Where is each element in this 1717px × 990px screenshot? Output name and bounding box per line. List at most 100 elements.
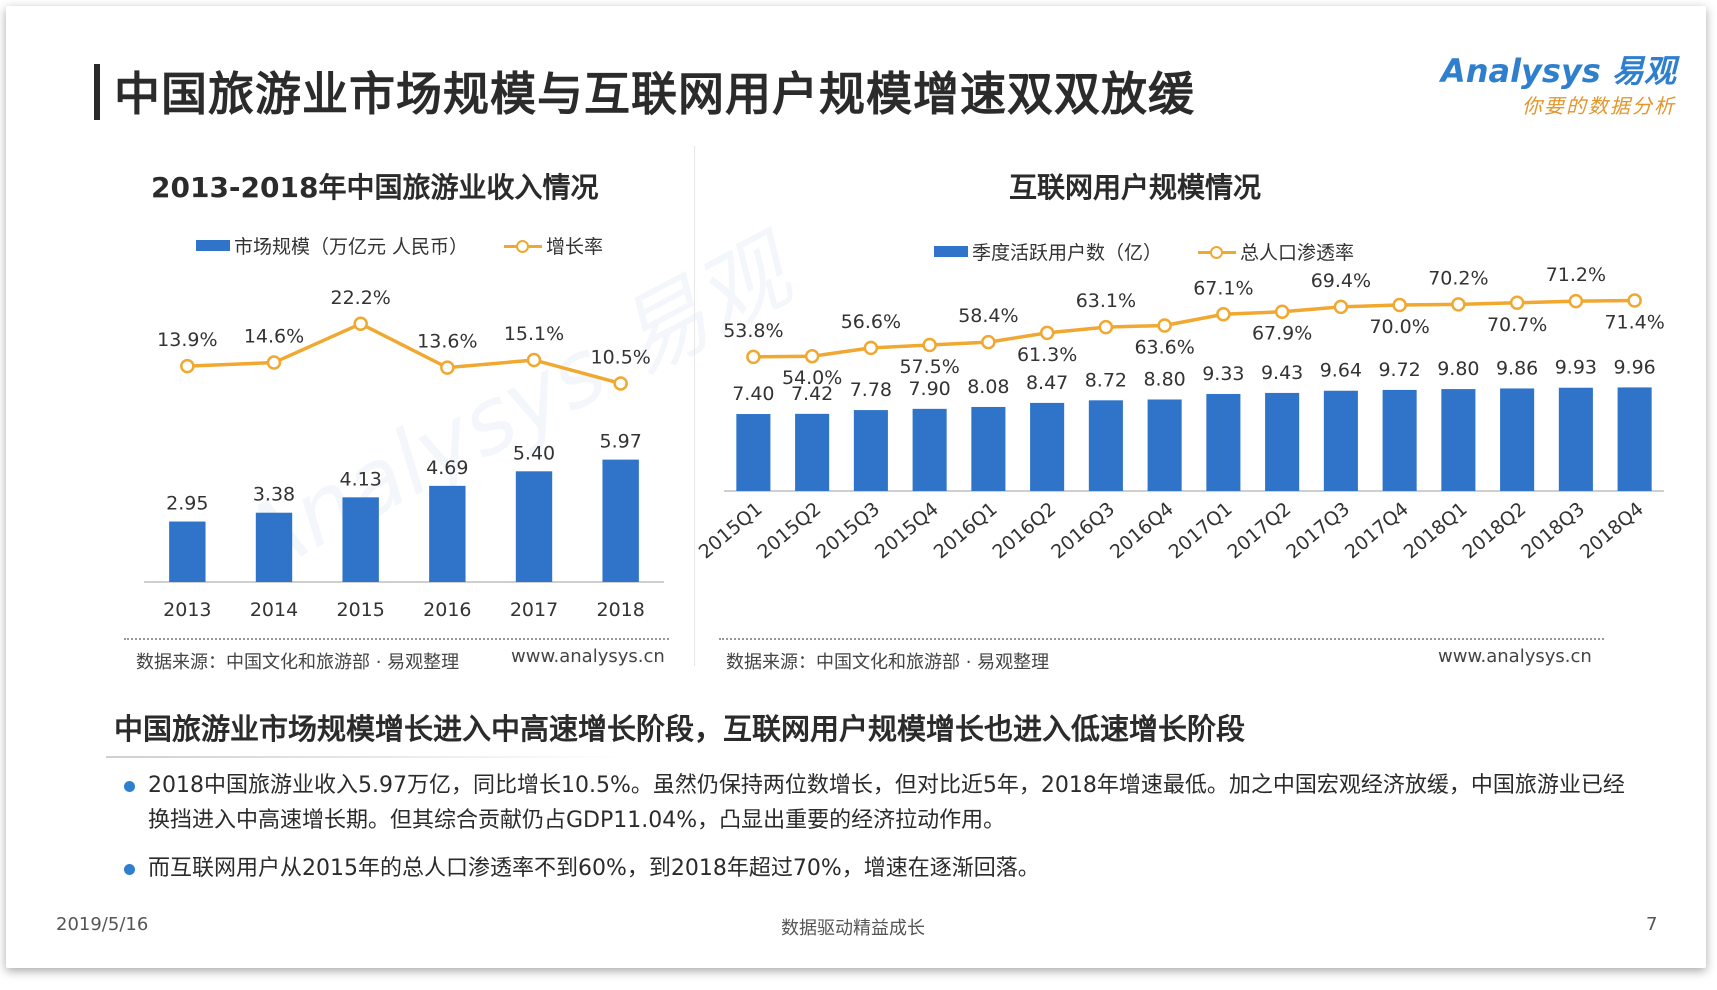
right-source-divider	[719, 638, 1604, 640]
summary-rule	[106, 756, 626, 758]
bar-value-label: 5.40	[513, 442, 555, 464]
bar-value-label: 9.96	[1613, 356, 1655, 378]
line-value-label: 63.1%	[1076, 290, 1136, 312]
bar	[1558, 387, 1593, 491]
right-site-link[interactable]: www.analysys.cn	[1438, 646, 1592, 667]
bar-value-label: 9.64	[1320, 360, 1362, 382]
slide: Analysys 易观 中国旅游业市场规模与互联网用户规模增速双双放缓 Anal…	[6, 6, 1706, 968]
line-value-label: 70.2%	[1428, 267, 1488, 289]
line-value-label: 53.8%	[723, 320, 783, 342]
bar-value-label: 7.78	[850, 379, 892, 401]
legend-bar-swatch	[934, 246, 968, 257]
line-point	[1568, 293, 1584, 309]
line-point	[266, 355, 282, 370]
chart-separator	[694, 146, 695, 666]
line-value-label: 67.9%	[1252, 323, 1312, 345]
bar-value-label: 2.95	[166, 493, 208, 515]
bar-value-label: 5.97	[600, 431, 642, 453]
bullet-dot-icon	[124, 864, 135, 875]
legend-line-swatch	[504, 239, 543, 253]
left-chart-legend: 市场规模（万亿元 人民币） 增长率	[196, 232, 603, 259]
bullet-dot-icon	[124, 781, 135, 792]
bar-value-label: 9.93	[1555, 357, 1597, 379]
line-value-label: 71.2%	[1546, 264, 1606, 286]
line-value-label: 69.4%	[1311, 270, 1371, 292]
logo-tagline: 你要的数据分析	[1522, 94, 1676, 118]
logo-main-text: Analysys 易观	[1440, 52, 1676, 90]
line-point	[1098, 319, 1114, 335]
line-point	[1333, 299, 1349, 315]
legend-line-label: 总人口渗透率	[1240, 242, 1355, 264]
bar-value-label: 9.86	[1496, 357, 1538, 379]
left-site-link[interactable]: www.analysys.cn	[511, 646, 665, 667]
line-point	[746, 349, 761, 365]
x-tick-label: 2016Q4	[1106, 498, 1178, 563]
bar	[853, 410, 888, 491]
analysys-logo: Analysys 易观 你要的数据分析	[1436, 46, 1676, 126]
right-chart-legend: 季度活跃用户数（亿） 总人口渗透率	[934, 238, 1354, 265]
line-value-label: 70.0%	[1369, 316, 1429, 338]
title-accent-bar	[94, 64, 100, 120]
bar	[1500, 388, 1535, 491]
right-chart: 7.40 7.42 7.78 7.90 8.08 8.47 8.72 8.80 9.33 9.43…	[695, 264, 1665, 563]
line-value-label: 63.6%	[1134, 336, 1194, 358]
x-tick-label: 2016Q3	[1047, 498, 1119, 563]
x-tick-label: 2016	[423, 599, 471, 621]
bar	[971, 406, 1006, 491]
legend-bar-label: 季度活跃用户数（亿）	[972, 242, 1163, 264]
line-point	[1509, 295, 1525, 311]
line-value-label: 54.0%	[782, 367, 842, 389]
summary-title: 中国旅游业市场规模增长进入中高速增长阶段，互联网用户规模增长也进入低速增长阶段	[114, 712, 1246, 746]
footer-slogan: 数据驱动精益成长	[781, 918, 925, 939]
right-chart-title: 互联网用户规模情况	[1009, 171, 1262, 204]
bar	[1147, 399, 1182, 491]
footer-date: 2019/5/16	[56, 914, 149, 935]
bar-value-label: 7.90	[908, 378, 950, 400]
x-tick-label: 2015Q1	[695, 498, 767, 563]
bar-value-label: 3.38	[253, 484, 295, 506]
legend-bar-label: 市场规模（万亿元 人民币）	[234, 236, 469, 258]
x-tick-label: 2018	[596, 599, 644, 621]
bar	[342, 497, 379, 582]
bar-value-label: 9.80	[1437, 358, 1479, 380]
line-value-label: 58.4%	[958, 305, 1018, 327]
bar	[1265, 392, 1300, 491]
line-point	[1392, 297, 1407, 313]
bar	[1206, 393, 1241, 491]
line-value-label: 13.9%	[157, 329, 217, 351]
line-point	[1274, 304, 1290, 319]
bar-value-label: 9.43	[1261, 362, 1303, 384]
x-tick-label: 2015	[336, 599, 384, 621]
left-data-source: 数据来源：中国文化和旅游部 · 易观整理	[136, 652, 460, 673]
bar-value-label: 9.33	[1202, 363, 1244, 385]
line-value-label: 10.5%	[590, 346, 650, 368]
bar-value-label: 9.72	[1378, 359, 1420, 381]
bar	[795, 413, 830, 491]
bar-value-label: 7.42	[791, 383, 833, 405]
line-point	[922, 337, 937, 353]
x-tick-label: 2017Q4	[1341, 498, 1413, 563]
bar	[602, 459, 639, 582]
left-chart: 2.95 3.38 4.13 4.69 5.40 5.97 13.9% 14.6% 22.2% 1…	[144, 287, 664, 621]
growth-line	[753, 298, 1635, 359]
bar-value-label: 8.47	[1026, 372, 1068, 394]
bar	[255, 512, 293, 582]
bar	[429, 485, 466, 582]
line-point	[1157, 318, 1172, 333]
bar	[1030, 402, 1065, 491]
bar	[1088, 400, 1123, 491]
line-point	[440, 360, 455, 375]
summary-bullet: 而互联网用户从2015年的总人口渗透率不到60%，到2018年超过70%，增速在…	[124, 851, 1644, 886]
bar-value-label: 8.72	[1085, 369, 1127, 391]
line-point	[1039, 325, 1055, 341]
bar-value-label: 4.13	[340, 468, 382, 490]
left-chart-title: 2013-2018年中国旅游业收入情况	[151, 171, 599, 204]
line-point	[1451, 297, 1466, 312]
bar	[169, 521, 206, 582]
summary-bullet: 2018中国旅游业收入5.97万亿，同比增长10.5%。虽然仍保持两位数增长，但…	[124, 768, 1644, 838]
line-point	[526, 352, 542, 368]
x-tick-label: 2018Q4	[1576, 498, 1648, 563]
bar	[1617, 387, 1652, 491]
line-point	[1216, 307, 1231, 322]
bar-value-label: 8.08	[967, 376, 1009, 398]
